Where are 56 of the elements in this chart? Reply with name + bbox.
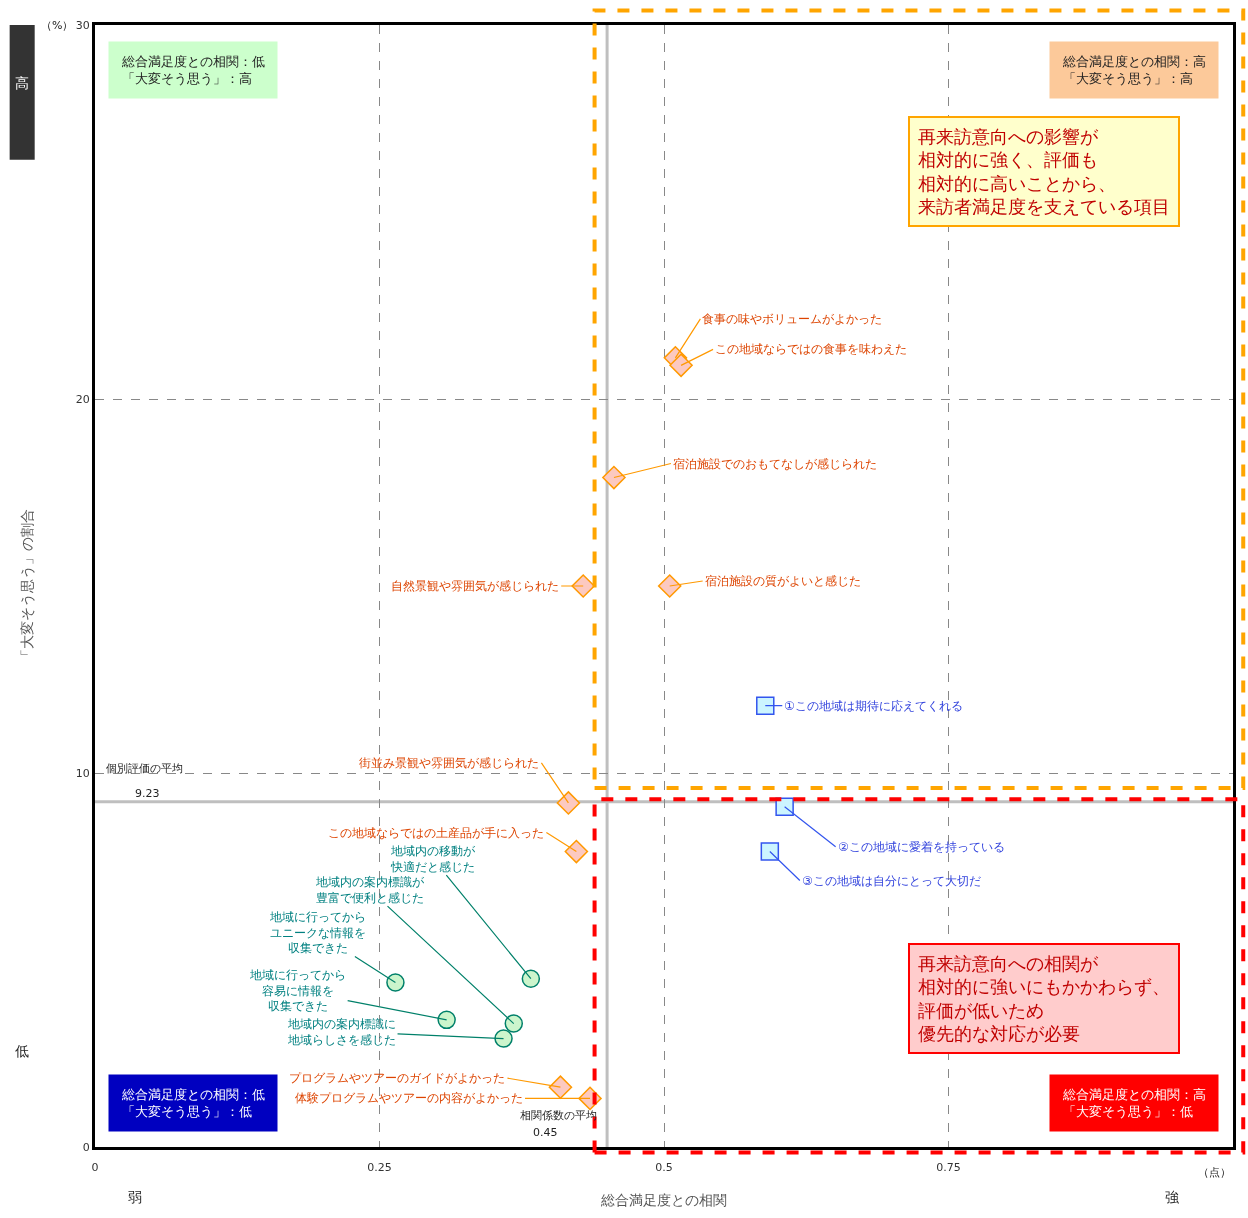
x-tick-label: 0.5 bbox=[655, 1161, 673, 1175]
annotation: 再来訪意向への影響が相対的に強く、評価も相対的に高いことから、来訪者満足度を支えている項目 bbox=[918, 126, 1170, 218]
annotation: 地域内の案内標識が豊富で便利と感じた bbox=[315, 875, 425, 905]
annotation: 宿泊施設でのおもてなしが感じられた bbox=[673, 457, 877, 471]
text: 低 bbox=[15, 1043, 29, 1059]
point bbox=[756, 696, 775, 715]
y-tick-label: 10 bbox=[75, 766, 90, 780]
y-axis-title: 「大変そう思う」の割合 bbox=[19, 509, 36, 663]
annotation: 宿泊施設の質がよいと感じた bbox=[705, 574, 861, 588]
text: 強 bbox=[1165, 1189, 1179, 1205]
point bbox=[386, 973, 405, 992]
point bbox=[564, 839, 589, 864]
annotation: ①この地域は期待に応えてくれる bbox=[784, 699, 963, 713]
annotation: 食事の味やボリュームがよかった bbox=[702, 312, 882, 326]
annotation: 9.23 bbox=[135, 787, 160, 800]
x-tick-label: 0.75 bbox=[936, 1161, 961, 1175]
annotation: 総合満足度との相関：高「大変そう思う」：高 bbox=[1062, 54, 1206, 86]
annotation: 地域に行ってから容易に情報を収集できた bbox=[249, 968, 346, 1014]
annotation: 0.45 bbox=[533, 1126, 558, 1139]
x-axis-title: 総合満足度との相関 bbox=[600, 1191, 727, 1208]
annotation: 地域に行ってからユニークな情報を収集できた bbox=[269, 910, 366, 956]
annotation: この地域ならではの食事を味わえた bbox=[715, 342, 907, 356]
text: （%） bbox=[41, 19, 74, 32]
annotation: 総合満足度との相関：低「大変そう思う」：低 bbox=[121, 1087, 265, 1119]
x-tick-label: 0.25 bbox=[367, 1161, 392, 1175]
point bbox=[760, 842, 780, 861]
ref-line-label: 個別評価の平均 bbox=[106, 762, 183, 775]
text: 高 bbox=[15, 75, 29, 91]
annotation: 再来訪意向への相関が相対的に強いにもかかわらず、評価が低いため優先的な対応が必要 bbox=[918, 953, 1170, 1045]
point bbox=[437, 1010, 456, 1030]
x-tick-label: 0 bbox=[91, 1161, 99, 1175]
point bbox=[669, 353, 693, 378]
annotation: プログラムやツアーのガイドがよかった bbox=[289, 1071, 505, 1085]
annotation: ②この地域に愛着を持っている bbox=[838, 840, 1005, 854]
point bbox=[494, 1029, 513, 1048]
annotation: この地域ならではの土産品が手に入った bbox=[328, 826, 544, 840]
point bbox=[504, 1014, 524, 1033]
annotation: 地域内の案内標識に地域らしさを感じた bbox=[287, 1017, 396, 1047]
point bbox=[657, 574, 682, 598]
point bbox=[548, 1075, 573, 1099]
annotation: 地域内の移動が快適だと感じた bbox=[390, 844, 476, 874]
text: （点） bbox=[1198, 1166, 1231, 1179]
y-tick-label: 20 bbox=[75, 392, 90, 406]
point bbox=[602, 465, 626, 490]
annotation: 街並み景観や雰囲気が感じられた bbox=[359, 756, 539, 770]
annotation: ③この地域は自分にとって大切だ bbox=[802, 874, 981, 888]
point bbox=[556, 791, 581, 815]
text: 弱 bbox=[128, 1189, 142, 1205]
annotation: 体験プログラムやツアーの内容がよかった bbox=[295, 1091, 523, 1105]
y-tick-label: 30 bbox=[75, 18, 90, 32]
y-tick-label: 0 bbox=[82, 1140, 90, 1154]
annotation: 総合満足度との相関：高「大変そう思う」：低 bbox=[1062, 1087, 1206, 1119]
ref-line-label: 相関係数の平均 bbox=[520, 1109, 597, 1122]
annotation: 総合満足度との相関：低「大変そう思う」：高 bbox=[121, 54, 265, 86]
annotation: 自然景観や雰囲気が感じられた bbox=[391, 579, 559, 593]
point bbox=[521, 969, 541, 988]
